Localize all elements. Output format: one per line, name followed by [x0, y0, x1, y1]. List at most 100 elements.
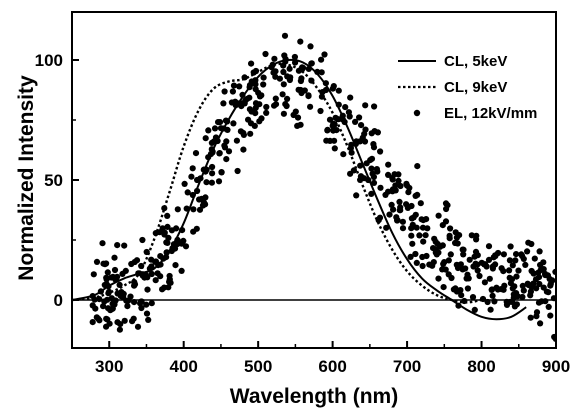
el-point: [100, 260, 107, 267]
el-point: [407, 253, 414, 260]
el-point: [193, 225, 200, 232]
el-point: [382, 191, 389, 198]
el-point: [184, 189, 191, 196]
legend-marker-el: [413, 109, 421, 117]
el-point: [108, 274, 115, 281]
el-point: [111, 254, 118, 261]
el-point: [143, 301, 150, 308]
el-point: [145, 316, 152, 323]
el-point: [433, 251, 440, 258]
el-point: [491, 298, 498, 305]
el-point: [220, 100, 227, 107]
el-point: [418, 216, 425, 223]
el-point: [326, 116, 334, 123]
el-point: [498, 265, 505, 272]
el-point: [230, 120, 237, 127]
el-point: [114, 242, 121, 249]
el-point: [116, 290, 123, 297]
el-point: [93, 258, 101, 265]
el-point: [485, 256, 493, 263]
el-point: [103, 323, 110, 330]
el-point: [536, 280, 543, 288]
el-point: [388, 201, 395, 208]
el-point: [223, 156, 230, 163]
el-point: [370, 173, 377, 181]
el-point: [417, 200, 424, 207]
el-point: [452, 239, 459, 247]
el-point: [154, 270, 161, 277]
el-point: [345, 109, 352, 116]
el-point: [347, 170, 354, 177]
el-point: [460, 251, 467, 258]
y-axis-title: Normalized Intensity: [15, 75, 38, 281]
el-point: [419, 224, 427, 231]
el-point: [524, 248, 531, 255]
el-point: [368, 130, 375, 137]
el-point: [298, 75, 305, 82]
el-point: [447, 225, 454, 232]
el-point: [331, 121, 338, 128]
el-point: [318, 56, 325, 63]
el-point: [413, 259, 420, 266]
el-point: [200, 199, 207, 206]
el-point: [295, 86, 302, 93]
el-point: [394, 217, 401, 224]
el-point: [89, 302, 96, 309]
el-point: [432, 238, 439, 245]
el-point: [182, 243, 190, 250]
el-point: [252, 104, 259, 111]
el-point: [473, 236, 480, 243]
el-point: [202, 135, 209, 142]
el-point: [450, 286, 457, 293]
el-point: [116, 326, 123, 333]
el-point: [399, 225, 407, 232]
x-tick-label: 900: [542, 357, 570, 376]
y-tick-label: 0: [54, 291, 63, 310]
el-point: [194, 176, 201, 184]
el-point: [416, 232, 423, 239]
el-point: [225, 148, 233, 155]
el-point: [439, 242, 446, 249]
el-point: [358, 122, 365, 129]
el-point: [395, 171, 402, 178]
el-point: [540, 259, 547, 266]
x-tick-label: 400: [170, 357, 198, 376]
el-point: [383, 224, 390, 231]
el-point: [159, 286, 166, 293]
el-point: [190, 206, 197, 213]
el-point: [408, 215, 415, 222]
el-point: [368, 165, 375, 172]
el-point: [452, 229, 459, 236]
el-point: [520, 287, 527, 294]
el-point: [543, 288, 551, 295]
el-point: [533, 313, 540, 320]
y-tick-label: 50: [44, 171, 63, 190]
el-point: [164, 223, 171, 230]
el-point: [189, 165, 196, 172]
el-point: [403, 201, 410, 208]
el-point: [326, 137, 334, 144]
el-point: [542, 298, 549, 305]
el-point: [105, 305, 112, 312]
el-point: [262, 50, 269, 58]
el-point: [174, 206, 181, 213]
el-point: [370, 144, 378, 151]
el-point: [216, 150, 223, 157]
el-point: [172, 262, 179, 269]
el-point: [464, 285, 471, 292]
x-tick-label: 700: [393, 357, 421, 376]
el-point: [166, 272, 173, 280]
el-point: [104, 269, 111, 276]
plot-content: [72, 32, 556, 342]
el-point: [324, 126, 331, 133]
el-point: [409, 221, 416, 228]
el-point: [291, 53, 298, 61]
el-point: [347, 94, 354, 101]
el-point: [518, 251, 525, 258]
el-point: [248, 60, 255, 67]
el-point: [353, 192, 360, 199]
el-point: [192, 150, 200, 157]
el-point: [385, 161, 392, 168]
el-point: [279, 91, 286, 98]
el-point: [409, 240, 416, 247]
